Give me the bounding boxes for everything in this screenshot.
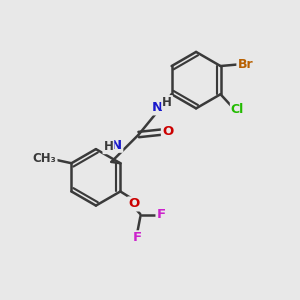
Text: O: O <box>162 125 173 138</box>
Text: Br: Br <box>237 58 253 71</box>
Text: O: O <box>128 197 140 210</box>
Text: F: F <box>133 231 142 244</box>
Text: N: N <box>152 101 163 114</box>
Text: N: N <box>111 139 122 152</box>
Text: CH₃: CH₃ <box>33 152 57 165</box>
Text: Cl: Cl <box>231 103 244 116</box>
Text: F: F <box>157 208 166 221</box>
Text: H: H <box>162 96 172 109</box>
Text: H: H <box>103 140 113 153</box>
